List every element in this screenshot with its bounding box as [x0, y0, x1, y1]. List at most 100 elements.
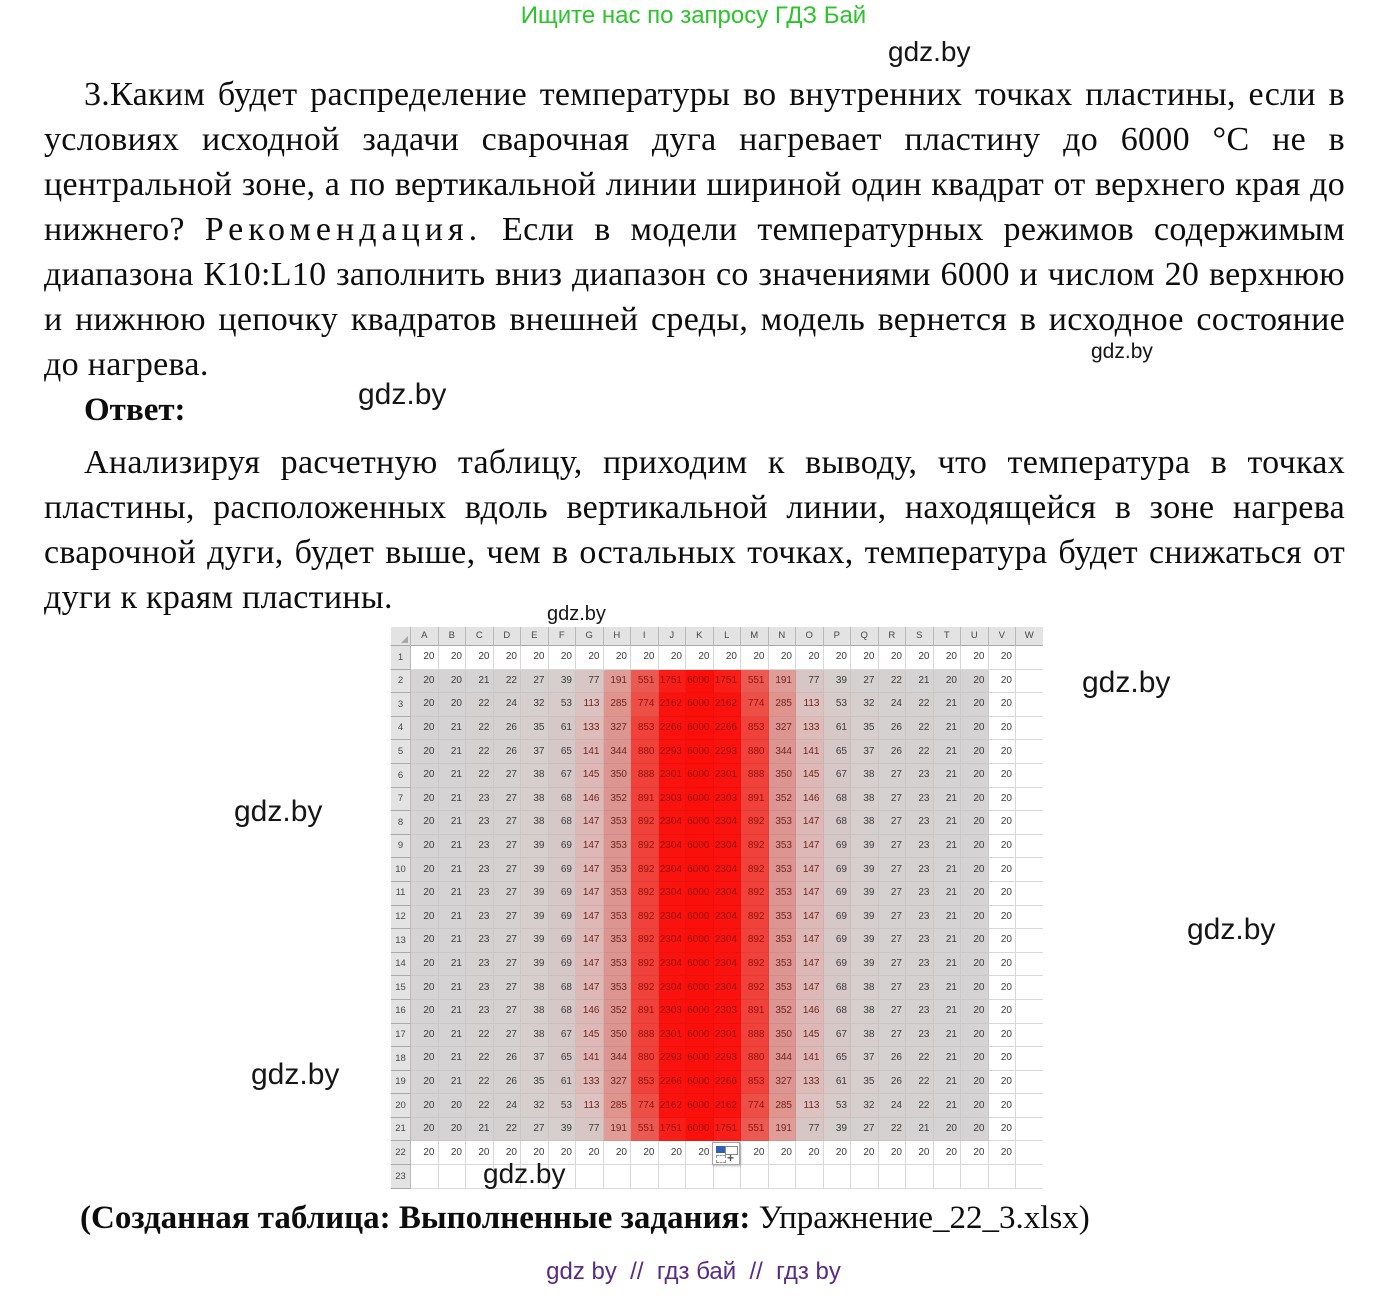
cell-V5[interactable]: 20 [988, 740, 1016, 764]
cell-P6[interactable]: 67 [823, 763, 851, 788]
cell-W21[interactable] [1016, 1117, 1043, 1142]
cell-F23[interactable] [548, 1165, 576, 1189]
cell-C23[interactable] [466, 1165, 494, 1189]
cell-S1[interactable]: 20 [906, 646, 934, 670]
cell-B23[interactable] [438, 1165, 466, 1189]
cell-P2[interactable]: 39 [823, 669, 851, 694]
cell-C5[interactable]: 22 [466, 740, 494, 764]
cell-V4[interactable]: 20 [988, 716, 1016, 741]
cell-D3[interactable]: 24 [493, 693, 521, 717]
cell-L16[interactable]: 2303 [713, 999, 741, 1024]
cell-L7[interactable]: 2303 [713, 787, 741, 812]
row-header-23[interactable]: 23 [391, 1165, 411, 1189]
cell-V22[interactable]: 20 [988, 1141, 1016, 1166]
cell-M14[interactable]: 892 [741, 952, 769, 977]
cell-P9[interactable]: 69 [823, 834, 851, 859]
cell-O23[interactable] [796, 1165, 824, 1189]
cell-P23[interactable] [823, 1165, 851, 1189]
cell-A1[interactable]: 20 [411, 646, 439, 670]
cell-K17[interactable]: 6000 [686, 1023, 714, 1048]
cell-B9[interactable]: 21 [438, 834, 466, 859]
column-header-F[interactable]: F [548, 627, 576, 646]
cell-W18[interactable] [1016, 1047, 1043, 1071]
cell-U10[interactable]: 20 [961, 858, 989, 882]
cell-F20[interactable]: 53 [548, 1094, 576, 1118]
cell-P15[interactable]: 68 [823, 976, 851, 1000]
cell-F13[interactable]: 69 [548, 929, 576, 953]
cell-I6[interactable]: 888 [631, 763, 659, 788]
cell-G11[interactable]: 147 [576, 881, 604, 906]
cell-D1[interactable]: 20 [493, 646, 521, 670]
cell-V19[interactable]: 20 [988, 1070, 1016, 1095]
cell-I13[interactable]: 892 [631, 929, 659, 953]
cell-T23[interactable] [933, 1165, 961, 1189]
cell-P11[interactable]: 69 [823, 881, 851, 906]
cell-F10[interactable]: 69 [548, 858, 576, 882]
cell-V10[interactable]: 20 [988, 858, 1016, 882]
cell-R3[interactable]: 24 [878, 693, 906, 717]
row-header-10[interactable]: 10 [391, 858, 411, 882]
cell-P17[interactable]: 67 [823, 1023, 851, 1048]
cell-D6[interactable]: 27 [493, 763, 521, 788]
cell-T13[interactable]: 21 [933, 929, 961, 953]
cell-E8[interactable]: 38 [521, 811, 549, 835]
cell-M6[interactable]: 888 [741, 763, 769, 788]
cell-N16[interactable]: 352 [768, 999, 796, 1024]
cell-B4[interactable]: 21 [438, 716, 466, 741]
cell-N7[interactable]: 352 [768, 787, 796, 812]
cell-H23[interactable] [603, 1165, 631, 1189]
cell-T10[interactable]: 21 [933, 858, 961, 882]
cell-H8[interactable]: 353 [603, 811, 631, 835]
cell-W14[interactable] [1016, 952, 1043, 977]
cell-K9[interactable]: 6000 [686, 834, 714, 859]
cell-W7[interactable] [1016, 787, 1043, 812]
cell-F4[interactable]: 61 [548, 716, 576, 741]
cell-G4[interactable]: 133 [576, 716, 604, 741]
cell-S22[interactable]: 20 [906, 1141, 934, 1166]
cell-G2[interactable]: 77 [576, 669, 604, 694]
cell-G13[interactable]: 147 [576, 929, 604, 953]
cell-W6[interactable] [1016, 763, 1043, 788]
cell-Q15[interactable]: 38 [851, 976, 879, 1000]
cell-G1[interactable]: 20 [576, 646, 604, 670]
cell-H22[interactable]: 20 [603, 1141, 631, 1166]
cell-V15[interactable]: 20 [988, 976, 1016, 1000]
cell-T12[interactable]: 21 [933, 905, 961, 930]
cell-D7[interactable]: 27 [493, 787, 521, 812]
cell-H13[interactable]: 353 [603, 929, 631, 953]
cell-Q19[interactable]: 35 [851, 1070, 879, 1095]
cell-U11[interactable]: 20 [961, 881, 989, 906]
cell-R10[interactable]: 27 [878, 858, 906, 882]
cell-U23[interactable] [961, 1165, 989, 1189]
cell-G6[interactable]: 145 [576, 763, 604, 788]
cell-G19[interactable]: 133 [576, 1070, 604, 1095]
row-header-8[interactable]: 8 [391, 811, 411, 835]
cell-M16[interactable]: 891 [741, 999, 769, 1024]
cell-Q13[interactable]: 39 [851, 929, 879, 953]
column-header-I[interactable]: I [631, 627, 659, 646]
cell-C17[interactable]: 22 [466, 1023, 494, 1048]
cell-E9[interactable]: 39 [521, 834, 549, 859]
cell-C8[interactable]: 23 [466, 811, 494, 835]
cell-Q7[interactable]: 38 [851, 787, 879, 812]
cell-D22[interactable]: 20 [493, 1141, 521, 1166]
cell-J14[interactable]: 2304 [658, 952, 686, 977]
cell-R16[interactable]: 27 [878, 999, 906, 1024]
cell-J10[interactable]: 2304 [658, 858, 686, 882]
cell-K13[interactable]: 6000 [686, 929, 714, 953]
cell-N22[interactable]: 20 [768, 1141, 796, 1166]
cell-A14[interactable]: 20 [411, 952, 439, 977]
cell-I17[interactable]: 888 [631, 1023, 659, 1048]
cell-S16[interactable]: 23 [906, 999, 934, 1024]
cell-O14[interactable]: 147 [796, 952, 824, 977]
cell-M23[interactable] [741, 1165, 769, 1189]
cell-D21[interactable]: 22 [493, 1117, 521, 1142]
cell-I21[interactable]: 551 [631, 1117, 659, 1142]
cell-M22[interactable]: 20 [741, 1141, 769, 1166]
cell-W3[interactable] [1016, 693, 1043, 717]
cell-S11[interactable]: 23 [906, 881, 934, 906]
cell-S7[interactable]: 23 [906, 787, 934, 812]
cell-T8[interactable]: 21 [933, 811, 961, 835]
cell-V6[interactable]: 20 [988, 763, 1016, 788]
cell-U19[interactable]: 20 [961, 1070, 989, 1095]
